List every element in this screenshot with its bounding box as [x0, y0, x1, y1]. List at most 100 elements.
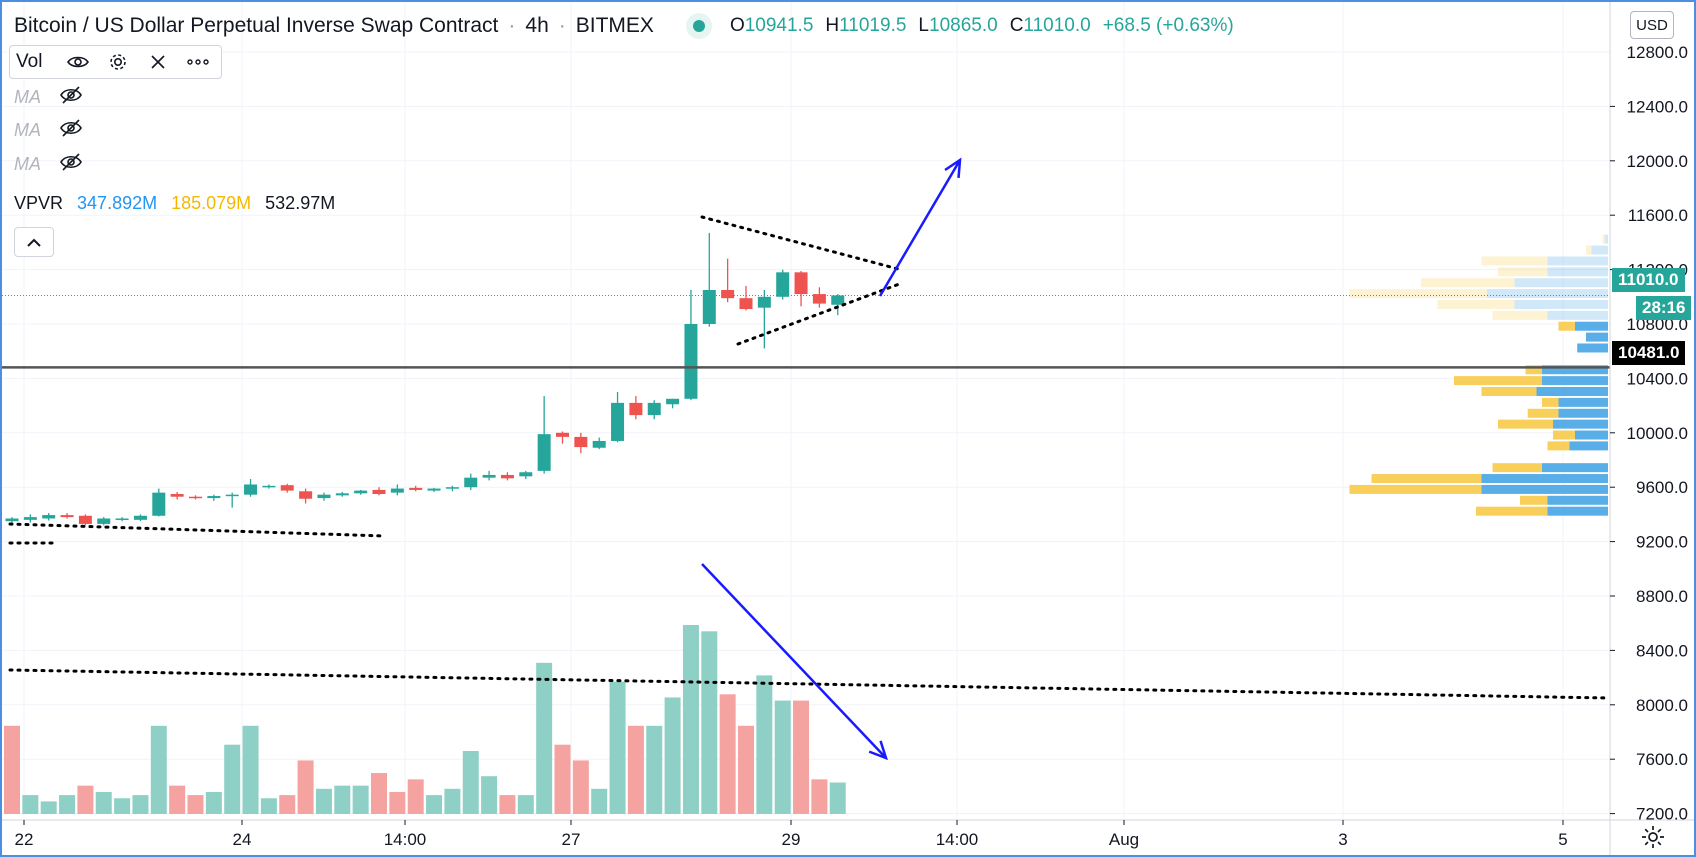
- price-tick-label: 10000.0: [1627, 424, 1688, 443]
- time-tick-label: 14:00: [384, 830, 427, 849]
- time-tick-label: 22: [15, 830, 34, 849]
- candle-body: [354, 490, 368, 494]
- ma-label: MA: [14, 86, 41, 107]
- volume-bar: [334, 785, 351, 814]
- vpvr-down-bar: [1553, 430, 1575, 440]
- vpvr-up-bar: [1558, 397, 1608, 407]
- volume-bar: [719, 694, 736, 814]
- candle-body: [794, 272, 808, 295]
- volume-bar: [150, 725, 167, 814]
- volume-bar: [774, 700, 791, 814]
- volume-bar: [499, 795, 516, 814]
- eye-hidden-icon[interactable]: [59, 85, 83, 109]
- vpvr-up-bar: [1514, 299, 1608, 309]
- volume-bar: [481, 776, 498, 814]
- volume-bar: [738, 725, 754, 814]
- eye-icon[interactable]: [58, 55, 98, 69]
- candle-body: [60, 515, 74, 518]
- candle-body: [482, 474, 496, 478]
- volume-indicator-legend[interactable]: Vol: [9, 45, 222, 79]
- candle-body: [647, 402, 661, 416]
- eye-hidden-icon[interactable]: [59, 118, 83, 142]
- up-arrow: [878, 157, 962, 297]
- ma-legend-row[interactable]: MA: [14, 84, 83, 110]
- interval-label[interactable]: 4h: [525, 14, 549, 37]
- vpvr-up-bar: [1542, 365, 1608, 375]
- volume-bar: [609, 681, 626, 814]
- volume-bar: [169, 785, 186, 814]
- candle-body: [427, 488, 441, 491]
- more-icon[interactable]: [178, 59, 218, 65]
- gear-icon[interactable]: [98, 52, 138, 72]
- candle-body: [702, 290, 716, 324]
- vpvr-legend[interactable]: VPVR 347.892M 185.079M 532.97M: [14, 193, 335, 214]
- candle-body: [556, 432, 569, 437]
- volume-bar: [756, 675, 773, 814]
- price-tick-label: 9200.0: [1636, 533, 1688, 552]
- market-status-icon[interactable]: [685, 13, 712, 39]
- ma-legend-row[interactable]: MA: [14, 151, 83, 177]
- eye-hidden-icon[interactable]: [59, 152, 83, 176]
- volume-bar: [517, 795, 534, 814]
- price-tick-label: 7600.0: [1636, 750, 1688, 769]
- candle-body: [757, 296, 771, 308]
- candle-body: [23, 517, 37, 520]
- candle-body: [574, 436, 588, 448]
- volume-bar: [315, 788, 332, 814]
- volume-bar: [77, 785, 94, 814]
- settings-gear-icon[interactable]: [1638, 822, 1668, 852]
- candle-body: [739, 298, 753, 310]
- close-icon[interactable]: [138, 54, 178, 70]
- volume-bar: [793, 700, 810, 814]
- collapse-legend-button[interactable]: [14, 227, 54, 257]
- volume-bar: [554, 744, 571, 814]
- volume-bar: [242, 725, 259, 814]
- candle-body: [611, 402, 625, 441]
- volume-bar: [701, 631, 718, 814]
- candle-body: [133, 515, 147, 520]
- candle-body: [372, 489, 386, 494]
- vpvr-up-bar: [1481, 474, 1608, 484]
- volume-bar: [371, 773, 387, 814]
- vpvr-up-bar: [1553, 419, 1608, 429]
- drawings[interactable]: [2, 157, 1610, 761]
- volume-bar: [646, 725, 663, 814]
- candle-body: [831, 295, 845, 305]
- volume-bar: [40, 801, 57, 814]
- support-line-upper: [8, 522, 387, 538]
- volume-bar: [279, 795, 296, 814]
- volume-bar: [426, 795, 443, 814]
- vpvr-up-bar: [1542, 463, 1608, 473]
- volume-bar: [536, 662, 553, 814]
- exchange-label: BITMEX: [575, 14, 654, 37]
- vpvr-up-bar: [1569, 441, 1608, 451]
- triangle-lower-line: [736, 281, 904, 346]
- time-tick-label: 5: [1558, 830, 1567, 849]
- candle-body: [445, 487, 459, 489]
- candle-body: [42, 515, 56, 519]
- candle-body: [812, 294, 826, 304]
- volume-bar: [95, 791, 112, 814]
- candle-body: [244, 484, 258, 495]
- vpvr-down-bar: [1498, 267, 1548, 277]
- vpvr-up-bar: [1604, 234, 1608, 244]
- vpvr-up-bar: [1536, 387, 1608, 396]
- price-tick-label: 12400.0: [1627, 97, 1688, 116]
- candle-body: [519, 472, 533, 477]
- candle-body: [409, 487, 423, 490]
- vpvr-up-bar: [1591, 245, 1608, 255]
- vpvr-down-bar: [1586, 245, 1592, 255]
- vpvr-down-bar: [1454, 376, 1542, 386]
- volume-bar: [4, 725, 20, 814]
- symbol-title[interactable]: Bitcoin / US Dollar Perpetual Inverse Sw…: [14, 14, 499, 37]
- time-tick-label: 27: [562, 830, 581, 849]
- candle-body: [317, 494, 331, 499]
- vpvr-down-bar: [1349, 289, 1487, 299]
- volume-bars: [4, 625, 846, 814]
- volume-bar: [462, 751, 479, 814]
- ma-legend-row[interactable]: MA: [14, 117, 83, 143]
- currency-button[interactable]: USD: [1630, 11, 1674, 39]
